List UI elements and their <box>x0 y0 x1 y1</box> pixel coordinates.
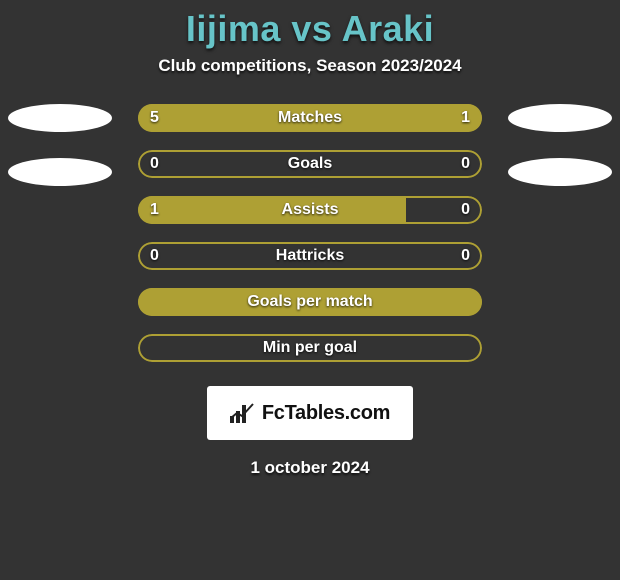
stat-value-right: 0 <box>461 155 470 173</box>
comparison-card: Iijima vs Araki Club competitions, Seaso… <box>0 0 620 580</box>
stat-value-left: 0 <box>150 155 159 173</box>
stat-label: Goals per match <box>247 293 372 311</box>
stat-bar: Goals 0 0 <box>138 150 482 178</box>
branding-text: FcTables.com <box>262 402 390 425</box>
stat-value-right: 0 <box>461 201 470 219</box>
stat-bar: Hattricks 0 0 <box>138 242 482 270</box>
player-marker-left <box>8 104 112 132</box>
stat-bar: Goals per match <box>138 288 482 316</box>
stat-row: Min per goal <box>0 334 620 362</box>
stat-label: Assists <box>282 201 339 219</box>
stat-bar-left-fill <box>138 104 403 132</box>
stat-value-right: 1 <box>461 109 470 127</box>
spark-line-icon <box>230 403 254 423</box>
stat-bar: Assists 1 0 <box>138 196 482 224</box>
stat-label: Min per goal <box>263 339 357 357</box>
stat-label: Hattricks <box>276 247 344 265</box>
stat-bar: Matches 5 1 <box>138 104 482 132</box>
date-label: 1 october 2024 <box>250 458 369 478</box>
player-marker-right <box>508 158 612 186</box>
stat-row: Assists 1 0 <box>0 196 620 224</box>
stat-row: Goals 0 0 <box>0 150 620 178</box>
stat-value-left: 1 <box>150 201 159 219</box>
player-marker-right <box>508 104 612 132</box>
subtitle: Club competitions, Season 2023/2024 <box>158 56 461 76</box>
stat-bar-left-fill <box>138 196 406 224</box>
stat-bar: Min per goal <box>138 334 482 362</box>
player-marker-left <box>8 158 112 186</box>
branding-badge: FcTables.com <box>207 386 413 440</box>
stat-row: Hattricks 0 0 <box>0 242 620 270</box>
stat-value-left: 0 <box>150 247 159 265</box>
stat-rows: Matches51Goals00Assists10Hattricks00Goal… <box>0 104 620 362</box>
stat-label: Goals <box>288 155 332 173</box>
stat-row: Matches 5 1 <box>0 104 620 132</box>
stat-bar-right-fill <box>403 104 482 132</box>
stat-row: Goals per match <box>0 288 620 316</box>
stat-value-right: 0 <box>461 247 470 265</box>
stat-value-left: 5 <box>150 109 159 127</box>
stat-label: Matches <box>278 109 342 127</box>
fctables-icon <box>230 403 254 423</box>
page-title: Iijima vs Araki <box>186 8 434 50</box>
